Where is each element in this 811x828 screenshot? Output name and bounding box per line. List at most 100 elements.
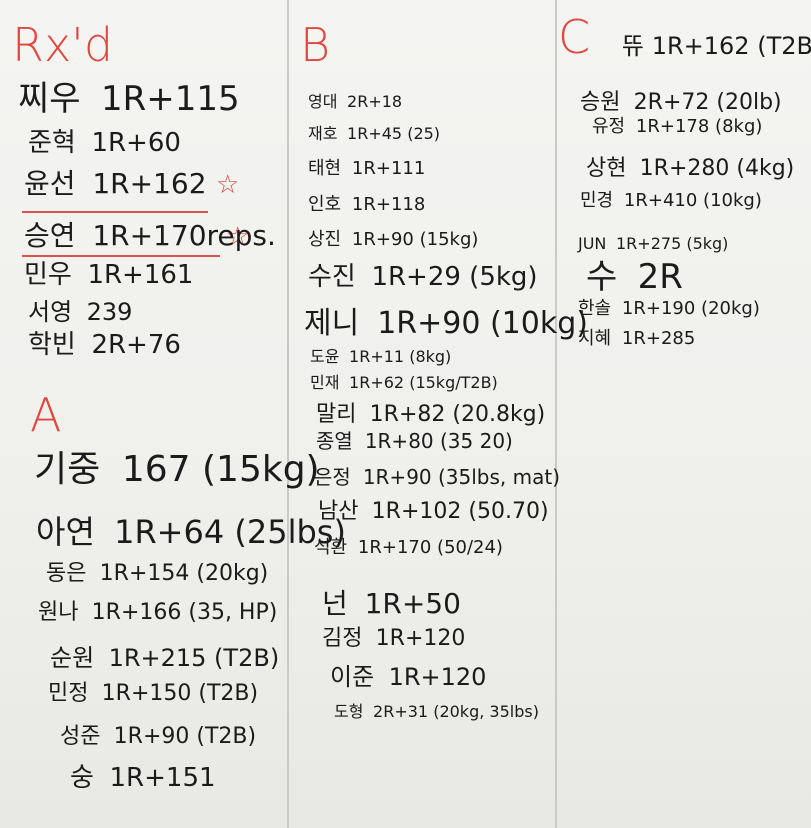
athlete-name: 서영 [28,298,73,326]
score: 1R+150 (T2B) [101,681,259,706]
athlete-name: 동은 [46,561,87,586]
score-entry: 제니 1R+90 (10kg) [304,309,588,339]
score-entry: 상현 1R+280 (4kg) [586,158,794,180]
athlete-name: 성준 [60,724,101,749]
athlete-name: 은정 [314,465,351,489]
score-entry: 기중 167 (15kg) [34,452,320,488]
section-title: B [300,18,331,72]
score: 1R+60 [91,128,181,158]
score: 1R+115 [100,79,240,119]
score-entry: 승원 2R+72 (20lb) [580,92,782,114]
score-entry: 은정 1R+90 (35lbs, mat) [314,467,560,487]
score: 1R+80 (35 20) [364,429,513,453]
score: 1R+170reps. [92,219,276,252]
section-title: C [558,10,591,64]
score-entry: 종열 1R+80 (35 20) [316,431,513,451]
score: 1R+82 (20.8kg) [369,402,546,427]
score: 1R+11 (8kg) [349,347,452,366]
score-entry: 학빈 2R+76 [28,332,181,358]
athlete-name: 말리 [316,402,357,427]
athlete-name: 순원 [50,644,95,672]
score: 1R+170 (50/24) [357,537,503,558]
score-entry: 석환 1R+170 (50/24) [314,539,503,557]
athlete-name: 찌우 [18,79,81,119]
athlete-name: 지혜 [578,328,612,349]
athlete-name: 수 [586,257,618,297]
score: 167 (15kg) [121,449,320,490]
score-entry: 도윤 1R+11 (8kg) [310,349,451,365]
score-entry: 유정 1R+178 (8kg) [592,118,762,136]
score: 1R+90 (T2B) [113,724,257,749]
score-entry: 서영 239 [28,300,132,324]
column-divider [287,0,289,828]
score: 2R [637,257,683,297]
score-entry: 한솔 1R+190 (20kg) [578,300,760,318]
athlete-name: JUN [578,234,607,253]
score-entry: 재호 1R+45 (25) [308,126,440,142]
red-underline [22,211,208,213]
section-header: 뜌 1R+162 (T2B) [622,32,811,60]
athlete-name: 유정 [592,116,626,137]
score: 1R+102 (50.70) [371,499,549,524]
athlete-name: 한솔 [578,298,612,319]
athlete-name: 아연 [36,513,95,551]
score: 1R+190 (20kg) [621,298,760,319]
athlete-name: 제니 [304,306,360,341]
athlete-name: 윤선 [24,167,76,200]
score-entry: 민정 1R+150 (T2B) [48,683,258,705]
athlete-name: 인호 [308,194,342,215]
athlete-name: 민정 [48,681,89,706]
athlete-name: 민우 [24,260,72,290]
score-entry: 아연 1R+64 (25lbs) [36,516,346,548]
athlete-name: 재호 [308,124,338,143]
score-entry: 동은 1R+154 (20kg) [46,563,268,585]
score-entry: 민재 1R+62 (15kg/T2B) [310,375,498,391]
score-entry: 도형 2R+31 (20kg, 35lbs) [334,704,539,720]
athlete-name: 김정 [322,626,363,651]
athlete-name: 넌 [322,587,348,620]
score-entry: 말리 1R+82 (20.8kg) [316,404,545,426]
score: 1R+285 [621,328,696,349]
athlete-name: 도윤 [310,347,340,366]
athlete-name: 상현 [586,156,627,181]
score-entry: 숭 1R+151 [70,765,216,791]
score: 1R+29 (5kg) [371,262,538,292]
score-entry: 인호 1R+118 [308,196,425,214]
score: 1R+154 (20kg) [99,561,269,586]
athlete-name: 태현 [308,158,342,179]
score: 1R+62 (15kg/T2B) [349,373,498,392]
score: 1R+118 [351,194,426,215]
score-entry: 이준 1R+120 [330,665,486,689]
score-entry: 수진 1R+29 (5kg) [308,264,538,290]
score: 1R+161 [87,260,194,290]
score: 1R+64 (25lbs) [114,513,346,551]
athlete-name: 준혁 [28,128,76,158]
score: 1R+275 (5kg) [616,234,729,253]
score-entry: JUN 1R+275 (5kg) [578,236,728,252]
score-entry: 성준 1R+90 (T2B) [60,726,256,748]
score-entry: 수 2R [586,260,683,294]
score: 2R+18 [347,92,403,111]
score-entry: 태현 1R+111 [308,160,425,178]
score: 1R+45 (25) [347,124,441,143]
athlete-name: 남산 [318,499,359,524]
score: 1R+280 (4kg) [639,156,795,181]
athlete-name: 영대 [308,92,338,111]
score: 239 [86,298,133,326]
score: 1R+215 (T2B) [108,644,280,672]
athlete-name: 기중 [34,449,101,490]
athlete-name: 석환 [314,537,348,558]
athlete-name: 승연 [24,219,76,252]
score-entry: 상진 1R+90 (15kg) [308,231,478,249]
score-entry: 김정 1R+120 [322,628,465,650]
section-title: A [30,388,62,442]
score: 1R+90 (10kg) [377,306,588,341]
score: 1R+120 [375,626,466,651]
athlete-name: 원나 [38,600,79,625]
score-entry: 준혁 1R+60 [28,130,181,156]
score: 1R+162 [92,167,207,200]
red-underline [22,255,220,257]
score-entry: 순원 1R+215 (T2B) [50,646,279,670]
score-entry: 민우 1R+161 [24,262,193,288]
athlete-name: 민경 [580,190,614,211]
